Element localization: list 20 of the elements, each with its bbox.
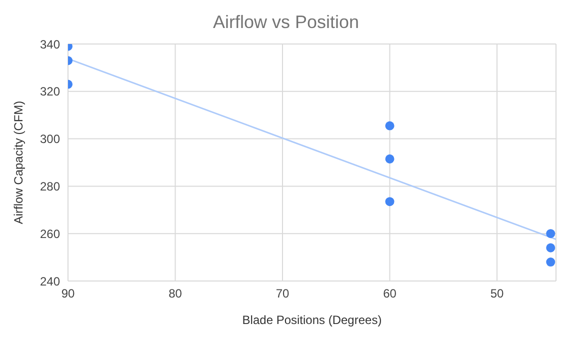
x-tick-label: 70 [276,286,290,301]
y-tick-label: 320 [40,84,60,99]
y-tick-label: 300 [40,132,60,146]
x-tick-label: 80 [168,286,182,301]
y-tick-label: 340 [40,37,60,52]
chart-title: Airflow vs Position [212,11,360,34]
y-axis-title: Airflow Capacity (CFM) [11,100,26,224]
point [385,121,394,130]
x-tick-label: 50 [490,286,504,301]
y-tick-label: 280 [40,179,60,194]
point [546,243,556,252]
y-tick-label: 240 [40,274,60,288]
y-tick-label: 260 [40,226,60,241]
point [385,197,394,206]
x-axis-title: Blade Positions (Degrees) [242,313,382,327]
point [546,229,556,238]
point [546,258,556,267]
point [385,154,394,164]
x-tick-label: 60 [383,286,397,301]
x-tick-label: 90 [61,286,75,301]
